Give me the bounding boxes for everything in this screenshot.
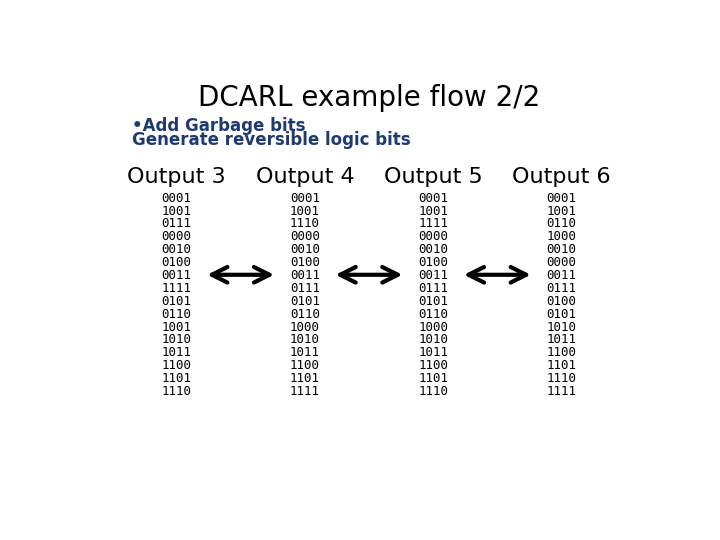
Text: 0010: 0010	[546, 243, 577, 256]
Text: 1010: 1010	[546, 321, 577, 334]
Text: 1110: 1110	[290, 218, 320, 231]
Text: 0000: 0000	[546, 256, 577, 269]
Text: 0111: 0111	[290, 282, 320, 295]
Text: Output 3: Output 3	[127, 167, 226, 187]
Text: 1101: 1101	[418, 372, 448, 385]
Text: 0000: 0000	[290, 230, 320, 244]
Text: 0010: 0010	[161, 243, 192, 256]
Text: 1110: 1110	[161, 385, 192, 398]
Text: 0010: 0010	[290, 243, 320, 256]
Text: 1001: 1001	[161, 205, 192, 218]
Text: 1011: 1011	[161, 346, 192, 359]
Text: 1001: 1001	[418, 205, 448, 218]
Text: 1100: 1100	[290, 359, 320, 372]
Text: 0011: 0011	[418, 269, 448, 282]
Text: Output 5: Output 5	[384, 167, 482, 187]
Text: 0001: 0001	[418, 192, 448, 205]
Text: 0111: 0111	[418, 282, 448, 295]
Text: 0001: 0001	[161, 192, 192, 205]
Text: 0110: 0110	[161, 308, 192, 321]
Text: 1001: 1001	[290, 205, 320, 218]
Text: 0101: 0101	[418, 295, 448, 308]
Text: 1010: 1010	[418, 333, 448, 346]
Text: 1101: 1101	[161, 372, 192, 385]
Text: 0111: 0111	[161, 218, 192, 231]
Text: 0011: 0011	[290, 269, 320, 282]
Text: 1010: 1010	[290, 333, 320, 346]
Text: 1010: 1010	[161, 333, 192, 346]
Text: 1001: 1001	[546, 205, 577, 218]
Text: 0101: 0101	[290, 295, 320, 308]
Text: 1110: 1110	[418, 385, 448, 398]
Text: 1000: 1000	[546, 230, 577, 244]
Text: 1000: 1000	[290, 321, 320, 334]
Text: 1111: 1111	[418, 218, 448, 231]
Text: 1011: 1011	[546, 333, 577, 346]
Text: 0010: 0010	[418, 243, 448, 256]
Text: 0110: 0110	[290, 308, 320, 321]
Text: 1100: 1100	[546, 346, 577, 359]
Text: 0000: 0000	[418, 230, 448, 244]
Text: 1100: 1100	[418, 359, 448, 372]
Text: 0000: 0000	[161, 230, 192, 244]
Text: 0101: 0101	[161, 295, 192, 308]
Text: 1101: 1101	[546, 359, 577, 372]
Text: 0111: 0111	[546, 282, 577, 295]
Text: 1110: 1110	[546, 372, 577, 385]
Text: 0101: 0101	[546, 308, 577, 321]
Text: DCARL example flow 2/2: DCARL example flow 2/2	[198, 84, 540, 112]
Text: 1101: 1101	[290, 372, 320, 385]
Text: 1111: 1111	[161, 282, 192, 295]
Text: 1000: 1000	[418, 321, 448, 334]
Text: 1111: 1111	[546, 385, 577, 398]
Text: 0100: 0100	[161, 256, 192, 269]
Text: 0001: 0001	[290, 192, 320, 205]
Text: Generate reversible logic bits: Generate reversible logic bits	[132, 131, 410, 150]
Text: Output 6: Output 6	[512, 167, 611, 187]
Text: Output 4: Output 4	[256, 167, 354, 187]
Text: 1001: 1001	[161, 321, 192, 334]
Text: 0001: 0001	[546, 192, 577, 205]
Text: 0110: 0110	[546, 218, 577, 231]
Text: 0100: 0100	[290, 256, 320, 269]
Text: 1011: 1011	[418, 346, 448, 359]
Text: 0110: 0110	[418, 308, 448, 321]
Text: 1100: 1100	[161, 359, 192, 372]
Text: 1111: 1111	[290, 385, 320, 398]
Text: 0011: 0011	[546, 269, 577, 282]
Text: 0100: 0100	[546, 295, 577, 308]
Text: 0100: 0100	[418, 256, 448, 269]
Text: 1011: 1011	[290, 346, 320, 359]
Text: •Add Garbage bits: •Add Garbage bits	[132, 117, 305, 135]
Text: 0011: 0011	[161, 269, 192, 282]
